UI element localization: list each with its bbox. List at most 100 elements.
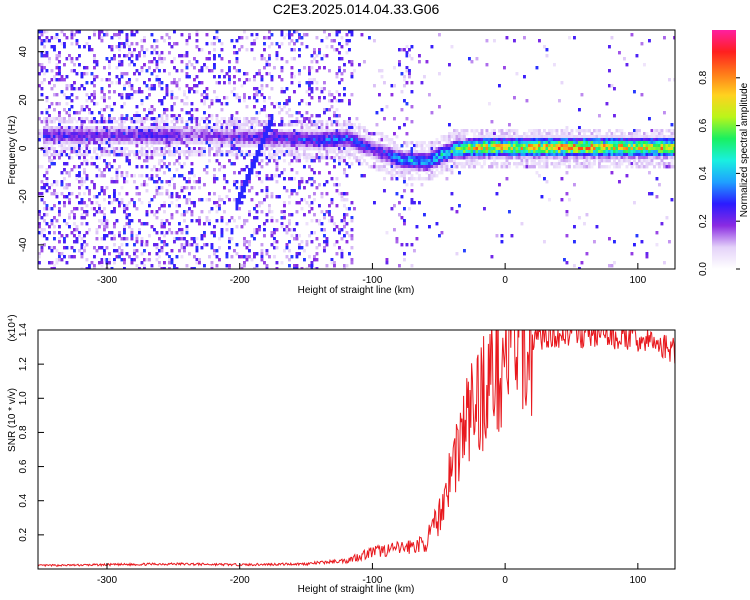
spectrogram-cell bbox=[353, 147, 356, 151]
spectrogram-cell bbox=[345, 123, 349, 127]
spectrogram-cell bbox=[505, 141, 509, 145]
spectrogram-cell bbox=[268, 135, 271, 139]
spectrogram-cell bbox=[208, 138, 211, 142]
spectrogram-cell bbox=[100, 237, 104, 241]
spectrogram-cell bbox=[400, 48, 404, 52]
spectrogram-cell bbox=[320, 153, 324, 157]
spectrogram-cell bbox=[225, 195, 229, 199]
spectrogram-cell bbox=[450, 141, 454, 145]
spectrogram-cell bbox=[135, 90, 139, 94]
spectrogram-cell bbox=[105, 261, 109, 265]
spectrogram-cell bbox=[120, 147, 124, 151]
spectrogram-cell bbox=[140, 117, 144, 121]
spectrogram-cell bbox=[140, 252, 144, 256]
spectrogram-cell bbox=[595, 132, 599, 136]
spectrogram-cell bbox=[545, 162, 549, 166]
spectrogram-cell bbox=[533, 138, 536, 142]
spectrogram-cell bbox=[480, 129, 484, 133]
spectrogram-cell bbox=[288, 129, 291, 133]
spectrogram-cell bbox=[108, 261, 111, 265]
spectrogram-cell bbox=[55, 258, 59, 262]
spectrogram-cell bbox=[85, 174, 89, 178]
spectrogram-cell bbox=[428, 174, 431, 178]
spectrogram-cell bbox=[160, 135, 164, 139]
spectrogram-cell bbox=[170, 213, 174, 217]
spectrogram-cell bbox=[238, 192, 241, 196]
spectrogram-cell bbox=[553, 162, 556, 166]
spectrogram-cell bbox=[255, 138, 259, 142]
spectrogram-cell bbox=[238, 96, 241, 100]
spectrogram-cell bbox=[185, 135, 189, 139]
spectrogram-cell bbox=[43, 219, 46, 223]
spectrogram-cell bbox=[128, 159, 131, 163]
spectrogram-cell bbox=[278, 132, 281, 136]
spectrogram-cell bbox=[38, 261, 41, 265]
spectrogram-cell bbox=[323, 246, 326, 250]
spectrogram-cell bbox=[283, 144, 286, 148]
spectrogram-cell bbox=[123, 132, 126, 136]
spectrogram-cell bbox=[105, 219, 109, 223]
spectrogram-cell bbox=[313, 135, 316, 139]
spectrogram-cell bbox=[190, 87, 194, 91]
spectrogram-cell bbox=[105, 126, 109, 130]
spectrogram-cell bbox=[653, 156, 656, 160]
spectrogram-cell bbox=[328, 129, 331, 133]
spectrogram-cell bbox=[438, 234, 441, 238]
spectrogram-cell bbox=[618, 147, 621, 151]
spectrogram-cell bbox=[660, 156, 664, 160]
spectrogram-cell bbox=[593, 162, 596, 166]
spectrogram-cell bbox=[290, 189, 294, 193]
spectrogram-cell bbox=[568, 162, 571, 166]
spectrogram-cell bbox=[180, 69, 184, 73]
spectrogram-cell bbox=[163, 141, 166, 145]
spectrogram-cell bbox=[298, 132, 301, 136]
spectrogram-cell bbox=[310, 147, 314, 151]
spectrogram-cell bbox=[308, 72, 311, 76]
spectrogram-cell bbox=[53, 153, 56, 157]
spectrogram-cell bbox=[183, 177, 186, 181]
spectrogram-cell bbox=[285, 225, 289, 229]
spectrogram-cell bbox=[563, 144, 566, 148]
spectrogram-cell bbox=[190, 63, 194, 67]
spectrogram-cell bbox=[325, 120, 329, 124]
spectrogram-cell bbox=[108, 66, 111, 70]
spectrogram-cell bbox=[255, 129, 259, 133]
spectrogram-cell bbox=[105, 120, 109, 124]
spectrogram-cell bbox=[333, 141, 336, 145]
spectrogram-cell bbox=[585, 129, 589, 133]
spectrogram-cell bbox=[105, 147, 109, 151]
spectrogram-cell bbox=[388, 159, 391, 163]
spectrogram-cell bbox=[213, 249, 216, 253]
spectrogram-cell bbox=[83, 168, 86, 172]
spectrogram-cell bbox=[203, 63, 206, 67]
spectrogram-cell bbox=[513, 138, 516, 142]
spectrogram-cell bbox=[195, 120, 199, 124]
spectrogram-cell bbox=[213, 90, 216, 94]
spectrogram-cell bbox=[253, 252, 256, 256]
spectrogram-cell bbox=[130, 42, 134, 46]
spectrogram-cell bbox=[103, 228, 106, 232]
spectrogram-cell bbox=[138, 138, 141, 142]
spectrogram-cell bbox=[153, 147, 156, 151]
spectrogram-cell bbox=[43, 135, 46, 139]
spectrogram-cell bbox=[580, 144, 584, 148]
spectrogram-cell bbox=[63, 42, 66, 46]
spectrogram-cell bbox=[175, 81, 179, 85]
spectrogram-cell bbox=[255, 252, 259, 256]
spectrogram-cell bbox=[260, 120, 264, 124]
spectrogram-cell bbox=[253, 132, 256, 136]
spectrogram-cell bbox=[60, 30, 64, 34]
spectrogram-cell bbox=[288, 258, 291, 262]
spectrogram-cell bbox=[308, 66, 311, 70]
spectrogram-cell bbox=[335, 120, 339, 124]
spectrogram-cell bbox=[288, 135, 291, 139]
spectrogram-cell bbox=[135, 240, 139, 244]
spectrogram-cell bbox=[425, 171, 429, 175]
spectrogram-cell bbox=[168, 162, 171, 166]
spectrogram-cell bbox=[135, 30, 139, 34]
spectrogram-cell bbox=[128, 63, 131, 67]
spectrogram-cell bbox=[173, 267, 176, 269]
spectrogram-cell bbox=[653, 144, 656, 148]
spectrogram-cell bbox=[405, 69, 409, 73]
spectrogram-cell bbox=[75, 30, 79, 34]
